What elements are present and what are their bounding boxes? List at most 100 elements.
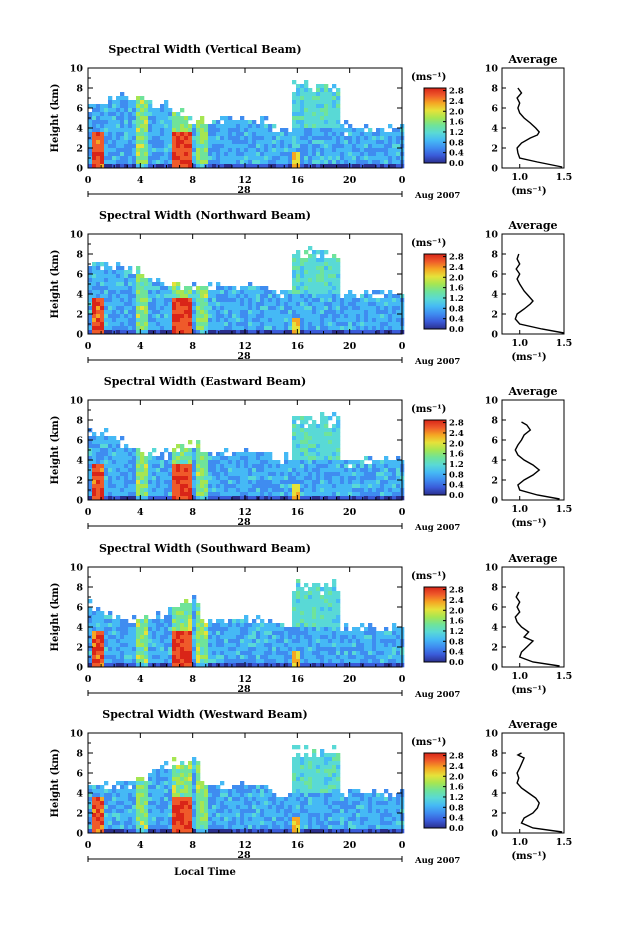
heatmap-cell [112,825,117,830]
heatmap-cell [108,448,113,453]
heatmap-cell [188,663,193,668]
heatmap-cell [272,306,277,311]
heatmap-cell [368,330,373,335]
heatmap-cell [140,476,145,481]
heatmap-cell [252,136,257,141]
heatmap-cell [384,631,389,636]
heatmap-cell [88,659,93,664]
heatmap-cell [348,484,353,489]
heatmap-cell [296,92,301,97]
heatmap-cell [156,156,161,161]
heatmap-cell [232,124,237,129]
heatmap-cell [200,116,205,121]
heatmap-cell [144,813,149,818]
y-tick-label: 4 [76,456,83,467]
x-tick-label: 8 [189,341,196,352]
heatmap-cell [272,655,277,660]
heatmap-cell [204,456,209,461]
heatmap-cell [168,294,173,299]
heatmap-cell [100,128,105,133]
heatmap-cell [252,619,257,624]
heatmap-cell [104,140,109,145]
heatmap-cell [332,424,337,429]
heatmap-cell [160,456,165,461]
heatmap-cell [264,464,269,469]
heatmap-cell [152,476,157,481]
heatmap-cell [136,128,141,133]
heatmap-cell [212,136,217,141]
heatmap-cell [176,484,181,489]
heatmap-cell [296,144,301,149]
heatmap-cell [120,484,125,489]
heatmap-cell [108,793,113,798]
heatmap-cell [176,286,181,291]
heatmap-cell [316,440,321,445]
heatmap-cell [316,663,321,668]
heatmap-cell [292,659,297,664]
heatmap-cell [156,124,161,129]
heatmap-cell [92,108,97,113]
heatmap-cell [256,472,261,477]
heatmap-cell [320,282,325,287]
heatmap-cell [220,286,225,291]
heatmap-cell [340,306,345,311]
heatmap-cell [144,647,149,652]
heatmap-cell [264,160,269,165]
heatmap-cell [316,88,321,93]
heatmap-cell [156,631,161,636]
heatmap-cell [328,464,333,469]
heatmap-cell [132,448,137,453]
heatmap-cell [116,452,121,457]
heatmap-cell [368,326,373,331]
heatmap-cell [268,476,273,481]
heatmap-cell [200,456,205,461]
heatmap-cell [172,635,177,640]
heatmap-cell [216,496,221,501]
heatmap-cell [140,132,145,137]
heatmap-cell [344,152,349,157]
heatmap-cell [304,136,309,141]
heatmap-cell [368,136,373,141]
heatmap-cell [396,468,401,473]
heatmap-cell [280,468,285,473]
heatmap-cell [332,132,337,137]
heatmap-cell [336,472,341,477]
heatmap-cell [208,330,213,335]
heatmap-cell [120,314,125,319]
heatmap-cell [304,472,309,477]
heatmap-cell [160,152,165,157]
heatmap-cell [356,156,361,161]
heatmap-cell [176,160,181,165]
heatmap-cell [268,452,273,457]
heatmap-cell [152,488,157,493]
heatmap-cell [180,623,185,628]
heatmap-cell [300,112,305,117]
heatmap-cell [360,635,365,640]
heatmap-cell [276,627,281,632]
heatmap-cell [300,290,305,295]
heatmap-cell [256,152,261,157]
heatmap-cell [356,140,361,145]
heatmap-cell [236,326,241,331]
heatmap-cell [140,294,145,299]
heatmap-cell [196,290,201,295]
heatmap-cell [116,140,121,145]
heatmap-cell [256,635,261,640]
heatmap-cell [212,496,217,501]
y-tick-label: 8 [76,583,83,594]
heatmap-cell [368,631,373,636]
heatmap-cell [312,262,317,267]
heatmap-cell [104,496,109,501]
heatmap-cell [300,96,305,101]
heatmap-cell [260,148,265,153]
heatmap-cell [156,278,161,283]
heatmap-cell [136,781,141,786]
heatmap-cell [360,156,365,161]
heatmap-cell [184,643,189,648]
heatmap-cell [228,330,233,335]
heatmap-cell [336,302,341,307]
profile-title: Average [507,219,557,232]
heatmap-cell [332,655,337,660]
heatmap-cell [212,492,217,497]
heatmap-cell [364,310,369,315]
